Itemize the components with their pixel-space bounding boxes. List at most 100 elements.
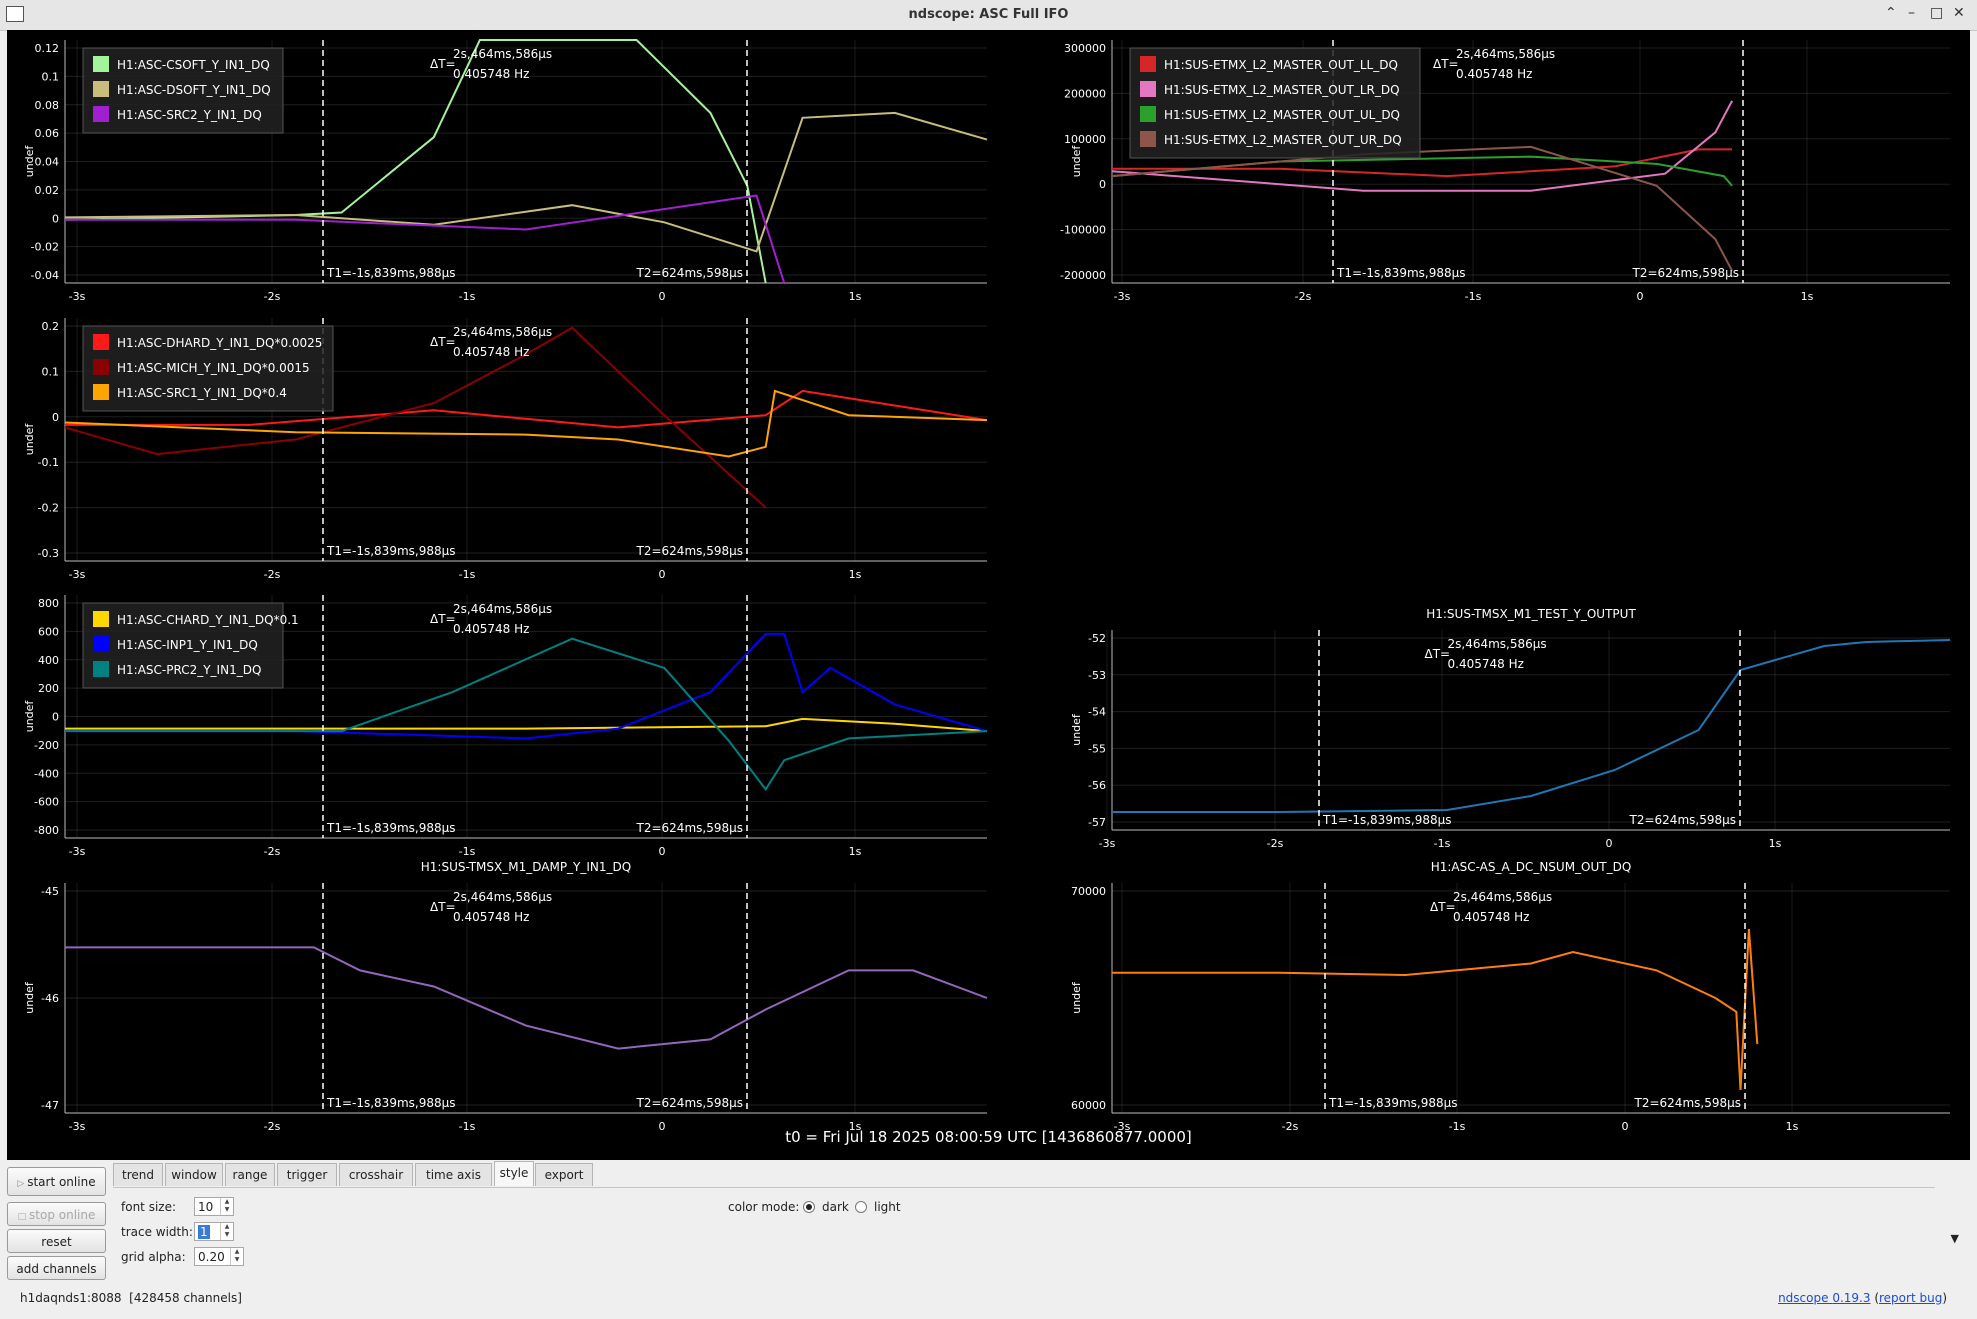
legend-swatch: [93, 359, 109, 375]
delta-t-value: 2s,464ms,586µs: [453, 602, 552, 616]
legend-swatch: [93, 106, 109, 122]
t2-label: T2=624ms,598µs: [1634, 1096, 1741, 1110]
plot-p3[interactable]: 0.2 0.1 0 -0.1 -0.2 -0.3 -3s -2s -1s 0 1s undef T1=-…: [23, 318, 988, 581]
tab-window[interactable]: window: [165, 1163, 223, 1186]
x-tick-label: -3s: [69, 845, 86, 858]
close-icon[interactable]: ✕: [1953, 5, 1965, 21]
plots-canvas[interactable]: 0.12 0.1 0.08 0.06 0.04 0.02 0 -0.02 -0.04 -3s -2s…: [7, 30, 1970, 1160]
add-channels-button[interactable]: add channels: [7, 1256, 106, 1280]
y-tick-label: -0.3: [38, 547, 59, 560]
delta-t-value: 2s,464ms,586µs: [1453, 890, 1552, 904]
tab-crosshair[interactable]: crosshair: [339, 1163, 413, 1186]
font-size-spinbox[interactable]: 10 ▲ ▼: [194, 1197, 234, 1216]
legend-entry: H1:ASC-INP1_Y_IN1_DQ: [117, 638, 258, 652]
collapse-arrow-icon[interactable]: ▼: [1950, 1232, 1959, 1245]
delta-t-label: ΔT=: [430, 612, 456, 626]
y-tick-label: -200: [34, 739, 59, 752]
plot-p7[interactable]: H1:ASC-AS_A_DC_NSUM_OUT_DQ 70000 60000 -3s -…: [1070, 860, 1950, 1133]
grid-alpha-spinbox[interactable]: 0.20 ▲ ▼: [194, 1247, 244, 1266]
app-name: ndscope: [1778, 1291, 1829, 1305]
ndscope-link[interactable]: ndscope 0.19.3: [1778, 1291, 1870, 1305]
legend-entry: H1:SUS-ETMX_L2_MASTER_OUT_UL_DQ: [1164, 108, 1400, 122]
plot-area[interactable]: 0.12 0.1 0.08 0.06 0.04 0.02 0 -0.02 -0.04 -3s -2s…: [7, 30, 1970, 1160]
maximize-icon[interactable]: □: [1930, 5, 1944, 21]
y-tick-label: 60000: [1071, 1099, 1106, 1112]
app-icon: [6, 6, 24, 22]
plot-p2[interactable]: 300000 200000 100000 0 -100000 -200000 -3s -2s -…: [1060, 40, 1950, 303]
delta-t-frequency: 0.405748 Hz: [453, 910, 529, 924]
shade-icon[interactable]: ⌃: [1885, 5, 1897, 21]
y-tick-label: -0.1: [38, 456, 59, 469]
light-mode-label: light: [874, 1200, 901, 1214]
x-tick-label: -2s: [1282, 1120, 1299, 1133]
x-tick-label: -2s: [1295, 290, 1312, 303]
trace-width-value[interactable]: 1: [198, 1225, 210, 1239]
y-tick-label: -200000: [1060, 269, 1106, 282]
spin-arrows-icon[interactable]: ▲ ▼: [230, 1248, 243, 1265]
legend-entry: H1:ASC-PRC2_Y_IN1_DQ: [117, 663, 261, 677]
minimize-icon[interactable]: –: [1908, 5, 1915, 21]
y-tick-label: 0.12: [35, 42, 60, 55]
y-tick-label: 0: [52, 212, 59, 225]
font-size-value: 10: [198, 1200, 214, 1214]
trace-line: [65, 946, 988, 1050]
plot-title: H1:SUS-TMSX_M1_TEST_Y_OUTPUT: [1426, 607, 1636, 621]
x-tick-label: -3s: [69, 568, 86, 581]
t1-label: T1=-1s,839ms,988µs: [1322, 813, 1452, 827]
delta-t-label: ΔT=: [1430, 900, 1456, 914]
start-online-label: start online: [27, 1175, 96, 1189]
tab-time-axis[interactable]: time axis: [415, 1163, 492, 1186]
y-tick-label: -0.04: [31, 269, 59, 282]
legend-swatch: [1140, 56, 1156, 72]
x-tick-label: 0: [1637, 290, 1644, 303]
tab-style[interactable]: style: [494, 1161, 534, 1186]
start-online-button[interactable]: ▷ start online: [7, 1167, 106, 1196]
trace-line: [65, 717, 988, 733]
t1-label: T1=-1s,839ms,988µs: [1336, 266, 1466, 280]
x-tick-label: -2s: [1267, 837, 1284, 850]
bug-prefix: (: [1874, 1291, 1879, 1305]
tab-export[interactable]: export: [535, 1163, 593, 1186]
tab-trend[interactable]: trend: [113, 1163, 163, 1186]
x-tick-label: 0: [659, 290, 666, 303]
plot-p1[interactable]: 0.12 0.1 0.08 0.06 0.04 0.02 0 -0.02 -0.04 -3s -2s…: [23, 39, 988, 303]
tab-trigger[interactable]: trigger: [277, 1163, 337, 1186]
light-mode-radio[interactable]: [855, 1201, 867, 1213]
y-tick-label: -45: [41, 885, 59, 898]
spin-arrows-icon[interactable]: ▲ ▼: [220, 1223, 233, 1240]
dark-mode-radio[interactable]: [803, 1201, 815, 1213]
trace-width-spinbox[interactable]: 1 ▲ ▼: [194, 1222, 234, 1241]
tab-range[interactable]: range: [225, 1163, 275, 1186]
trace-line: [65, 194, 786, 284]
spin-arrows-icon[interactable]: ▲ ▼: [220, 1198, 233, 1215]
trace-line: [1112, 639, 1951, 813]
report-bug-link[interactable]: report bug: [1879, 1291, 1943, 1305]
legend-swatch: [93, 661, 109, 677]
plot-p6[interactable]: H1:SUS-TMSX_M1_DAMP_Y_IN1_DQ -45 -46 -47 -3s…: [23, 860, 988, 1133]
plot-title: H1:SUS-TMSX_M1_DAMP_Y_IN1_DQ: [421, 860, 631, 874]
x-tick-label: -1s: [459, 568, 476, 581]
y-tick-label: -57: [1088, 816, 1106, 829]
plot-p4[interactable]: 800 600 400 200 0 -200 -400 -600 -800 -3s -2s -1s 0 1…: [23, 595, 988, 858]
legend-entry: H1:ASC-MICH_Y_IN1_DQ*0.0015: [117, 361, 310, 375]
trace-line: [65, 389, 988, 429]
x-tick-label: -2s: [264, 1120, 281, 1133]
t1-label: T1=-1s,839ms,988µs: [326, 1096, 456, 1110]
y-tick-label: 0: [52, 411, 59, 424]
legend-swatch: [93, 81, 109, 97]
y-tick-label: -52: [1088, 632, 1106, 645]
plot-p5[interactable]: H1:SUS-TMSX_M1_TEST_Y_OUTPUT -52 -53 -54 -55…: [1070, 607, 1951, 850]
legend-entry: H1:ASC-SRC2_Y_IN1_DQ: [117, 108, 262, 122]
x-tick-label: -3s: [69, 1120, 86, 1133]
t0-label: t0 = Fri Jul 18 2025 08:00:59 UTC [14368…: [785, 1128, 1192, 1146]
trace-line: [65, 632, 988, 740]
legend-box: [1129, 47, 1421, 159]
plot-title: H1:ASC-AS_A_DC_NSUM_OUT_DQ: [1431, 860, 1632, 874]
y-tick-label: -0.02: [31, 241, 59, 254]
grid-alpha-value: 0.20: [198, 1250, 225, 1264]
x-tick-label: 1s: [1801, 290, 1814, 303]
x-tick-label: -3s: [1099, 837, 1116, 850]
t1-label: T1=-1s,839ms,988µs: [326, 266, 456, 280]
y-tick-label: 300000: [1064, 42, 1106, 55]
reset-button[interactable]: reset: [7, 1229, 106, 1253]
